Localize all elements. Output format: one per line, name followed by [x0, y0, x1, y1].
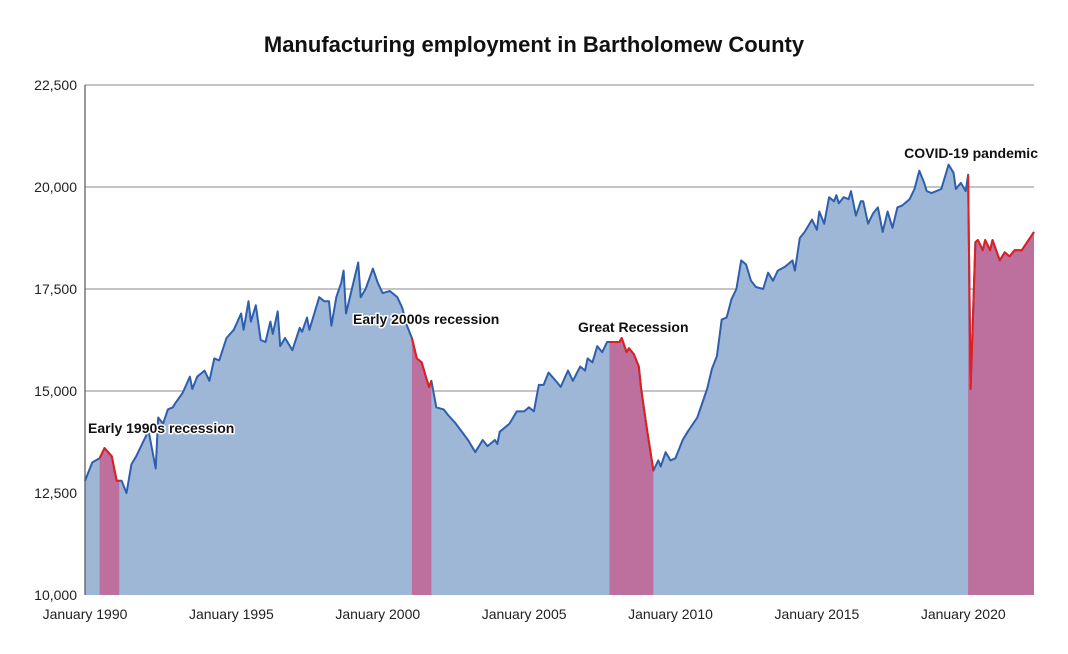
y-tick-label: 15,000 — [34, 383, 77, 399]
y-tick-label: 12,500 — [34, 485, 77, 501]
recession-line — [98, 447, 120, 482]
x-tick-label: January 1995 — [189, 606, 274, 622]
recession-label: Early 2000s recession — [353, 311, 499, 327]
recession-area — [99, 448, 120, 595]
x-tick-label: January 2020 — [921, 606, 1006, 622]
recession-line — [609, 337, 655, 471]
y-tick-label: 17,500 — [34, 281, 77, 297]
recession-line — [967, 174, 1035, 390]
area-fills — [85, 164, 1034, 596]
recession-area — [609, 338, 654, 595]
series-lines — [84, 163, 1035, 494]
recession-label: Great Recession — [578, 319, 689, 335]
x-tick-label: January 2000 — [335, 606, 420, 622]
recession-label: Early 1990s recession — [88, 420, 234, 436]
x-tick-label: January 2015 — [774, 606, 859, 622]
recession-annotations: Early 1990s recession Early 2000s recessi… — [87, 144, 1040, 438]
employment-line — [84, 163, 1035, 494]
recession-area — [968, 174, 1034, 596]
recession-line — [410, 337, 433, 388]
recession-label: COVID-19 pandemic — [904, 145, 1038, 161]
y-axis-ticks: 10,000 12,500 15,000 17,500 20,000 22,500 — [34, 77, 77, 603]
y-tick-label: 22,500 — [34, 77, 77, 93]
y-tick-label: 20,000 — [34, 179, 77, 195]
x-axis-ticks: January 1990 January 1995 January 2000 Janu… — [43, 606, 1006, 622]
recession-area — [411, 338, 432, 595]
chart-title: Manufacturing employment in Bartholomew … — [264, 32, 805, 57]
x-tick-label: January 1990 — [43, 606, 128, 622]
y-tick-label: 10,000 — [34, 587, 77, 603]
employment-area — [85, 164, 1034, 595]
x-tick-label: January 2010 — [628, 606, 713, 622]
x-tick-label: January 2005 — [482, 606, 567, 622]
